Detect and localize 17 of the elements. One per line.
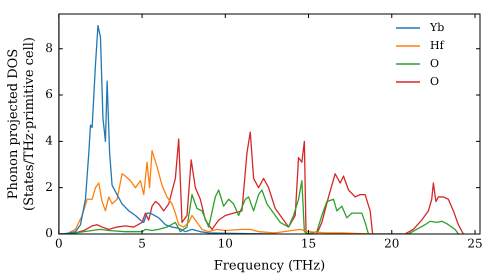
y-tick-label: 8 xyxy=(45,40,53,55)
x-tick-label: 5 xyxy=(138,236,146,250)
legend-label: O xyxy=(430,56,440,70)
y-axis-title: Phonon projected DOS (States/THz·primitive cell) xyxy=(6,36,37,212)
y-tick-label: 2 xyxy=(45,180,53,194)
legend-label: Yb xyxy=(429,20,444,34)
legend-label: O xyxy=(430,74,440,88)
x-tick-label: 0 xyxy=(55,236,63,250)
x-axis-title: Frequency (THz) xyxy=(214,258,326,274)
y-tick-label: 6 xyxy=(45,87,53,102)
x-tick-label: 15 xyxy=(300,236,316,250)
y-tick-label: 4 xyxy=(45,133,54,148)
x-tick-label: 10 xyxy=(218,236,233,250)
legend-label: Hf xyxy=(430,38,445,52)
x-tick-label: 20 xyxy=(384,236,400,250)
x-tick-label: 25 xyxy=(467,236,483,250)
y-tick-label: 0 xyxy=(45,226,53,240)
